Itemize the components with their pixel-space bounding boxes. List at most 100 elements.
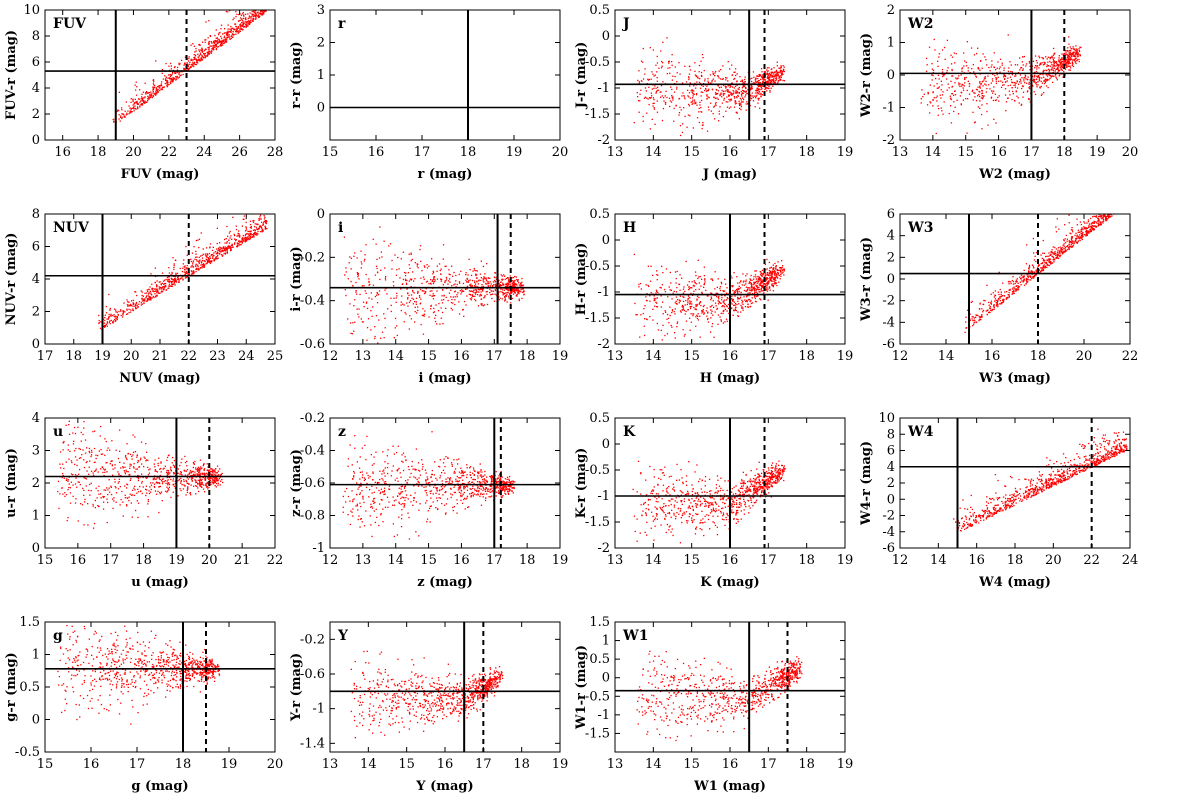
data-point (179, 63, 181, 65)
data-point (1062, 76, 1064, 78)
data-point (691, 103, 693, 105)
data-point (136, 86, 138, 88)
data-point (1015, 82, 1017, 84)
data-point (260, 12, 262, 14)
data-point (242, 240, 244, 242)
data-point (770, 274, 772, 276)
data-point (230, 28, 232, 30)
data-point (1069, 53, 1071, 55)
data-point (225, 41, 228, 43)
data-point (252, 220, 254, 222)
data-point (661, 60, 663, 63)
data-point (177, 276, 179, 278)
data-point (484, 277, 486, 279)
data-point (407, 297, 409, 299)
data-point (699, 101, 701, 103)
data-point (456, 294, 458, 296)
data-point (1068, 60, 1070, 63)
data-point (148, 98, 150, 100)
data-point (938, 108, 940, 110)
data-point (503, 289, 505, 291)
data-point (241, 240, 243, 242)
data-point (483, 276, 485, 278)
data-point (681, 131, 684, 134)
data-point (656, 100, 658, 102)
data-point (735, 74, 737, 77)
data-point (738, 100, 740, 102)
data-point (760, 68, 763, 70)
data-point (165, 284, 167, 287)
data-point (501, 279, 503, 281)
x-tick-label: 21 (152, 349, 169, 364)
data-point (242, 17, 245, 19)
data-point (216, 251, 218, 253)
data-point (950, 122, 953, 124)
data-point (520, 284, 522, 286)
data-point (681, 277, 683, 279)
data-point (143, 299, 145, 301)
data-point (366, 327, 369, 329)
data-point (719, 94, 721, 96)
data-point (981, 95, 983, 97)
data-point (964, 60, 966, 62)
data-point (174, 72, 177, 74)
data-point (263, 215, 265, 217)
data-point (471, 295, 474, 297)
data-point (223, 40, 225, 42)
data-point (772, 85, 774, 87)
data-point (1069, 67, 1072, 69)
data-point (208, 53, 210, 55)
data-point (248, 234, 250, 236)
data-point (1025, 78, 1027, 80)
data-point (1046, 79, 1048, 82)
data-point (157, 91, 159, 93)
data-point (761, 76, 763, 78)
data-point (1057, 68, 1059, 70)
data-point (726, 320, 728, 322)
data-point (199, 53, 202, 56)
x-tick-label: 13 (607, 145, 624, 160)
data-point (679, 125, 682, 127)
data-point (759, 74, 761, 76)
data-point (761, 94, 763, 96)
data-point (990, 82, 992, 84)
data-point (225, 39, 228, 41)
data-point (484, 296, 486, 298)
data-point (147, 298, 149, 300)
data-point (714, 103, 717, 105)
data-point (100, 321, 102, 323)
data-point (718, 70, 720, 72)
data-point (742, 281, 745, 283)
data-point (1049, 60, 1051, 63)
data-point (673, 107, 675, 110)
panel-J: 13 14 15 16 17 18 19-2-1.5-1-0.500.5J (mag)J-r… (574, 3, 853, 182)
data-point (688, 76, 690, 78)
data-point (405, 282, 408, 284)
data-point (1034, 55, 1037, 57)
data-point (754, 296, 756, 298)
data-point (762, 285, 764, 288)
data-point (98, 322, 100, 324)
data-point (362, 301, 365, 303)
data-point (757, 80, 759, 82)
data-point (1051, 69, 1053, 71)
data-point (713, 336, 715, 338)
data-point (153, 80, 155, 82)
data-point (259, 15, 261, 17)
data-point (778, 281, 780, 283)
data-point (516, 284, 518, 286)
data-point (1034, 82, 1037, 84)
data-point (396, 269, 398, 271)
data-point (221, 254, 223, 256)
data-point (175, 79, 177, 81)
data-point (769, 279, 772, 282)
data-point (692, 102, 694, 105)
data-point (184, 56, 187, 58)
data-point (495, 278, 498, 280)
data-point (137, 108, 139, 110)
y-tick-label: 2 (317, 36, 325, 51)
data-point (507, 280, 510, 282)
data-point (760, 88, 762, 91)
x-tick-label: 18 (90, 145, 107, 160)
data-point (1068, 52, 1070, 54)
